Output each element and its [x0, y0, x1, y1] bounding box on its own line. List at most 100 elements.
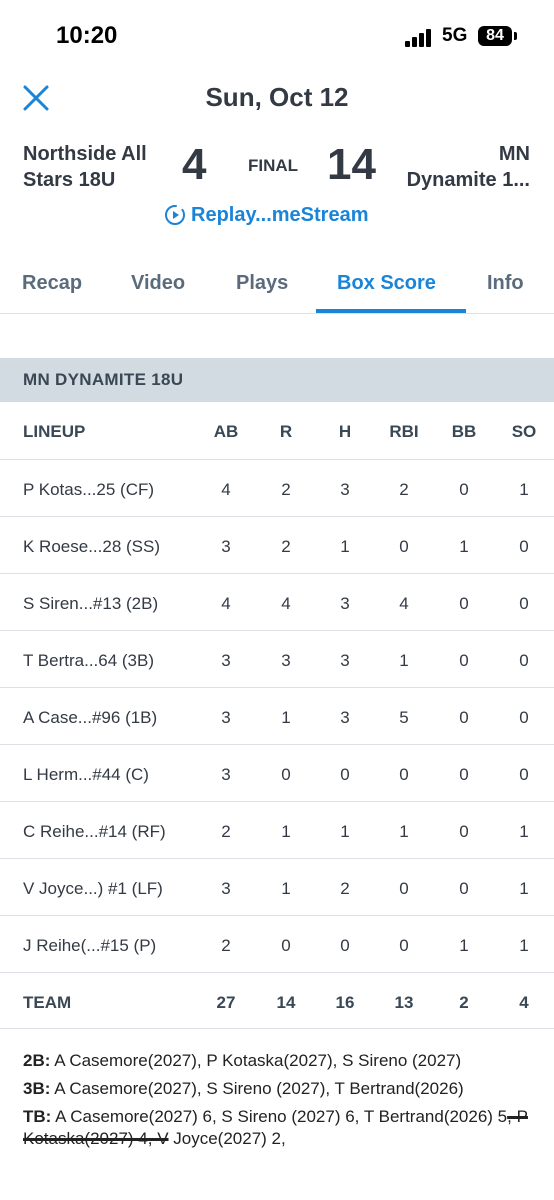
column-header-ab: AB — [206, 422, 246, 442]
stat-rbi: 0 — [384, 537, 424, 557]
box-score-table: LINEUP AB R H RBI BB SO P Kotas...25 (CF… — [0, 402, 554, 1029]
replay-icon — [164, 204, 186, 226]
column-header-so: SO — [504, 422, 544, 442]
table-row[interactable]: K Roese...28 (SS) 3 2 1 0 1 0 — [0, 517, 554, 574]
active-tab-indicator — [316, 309, 466, 313]
table-row[interactable]: A Case...#96 (1B) 3 1 3 5 0 0 — [0, 688, 554, 745]
replay-link[interactable]: Replay...meStream — [164, 202, 369, 228]
network-type: 5G — [442, 25, 467, 47]
note-triples: 3B: A Casemore(2027), S Sireno (2027), T… — [23, 1078, 533, 1100]
stat-ab: 3 — [206, 765, 246, 785]
stat-h: 3 — [325, 651, 365, 671]
tab-plays[interactable]: Plays — [236, 272, 288, 295]
stat-h: 3 — [325, 480, 365, 500]
stat-bb: 1 — [444, 537, 484, 557]
table-row[interactable]: J Reihe(...#15 (P) 2 0 0 0 1 1 — [0, 916, 554, 973]
stat-ab: 3 — [206, 879, 246, 899]
column-header-rbi: RBI — [384, 422, 424, 442]
player-name: V Joyce...) #1 (LF) — [23, 879, 163, 899]
stat-h: 3 — [325, 594, 365, 614]
table-header-row: LINEUP AB R H RBI BB SO — [0, 402, 554, 460]
table-row[interactable]: S Siren...#13 (2B) 4 4 3 4 0 0 — [0, 574, 554, 631]
column-header-r: R — [266, 422, 306, 442]
battery-tip — [514, 32, 517, 40]
player-name: L Herm...#44 (C) — [23, 765, 149, 785]
note-tb-label: TB: — [23, 1107, 51, 1126]
stat-bb: 0 — [444, 765, 484, 785]
player-name: T Bertra...64 (3B) — [23, 651, 154, 671]
player-name: J Reihe(...#15 (P) — [23, 936, 156, 956]
stat-rbi: 4 — [384, 594, 424, 614]
stat-ab: 3 — [206, 708, 246, 728]
total-bb: 2 — [444, 993, 484, 1013]
tab-video[interactable]: Video — [131, 272, 185, 295]
stat-so: 0 — [504, 708, 544, 728]
tab-recap[interactable]: Recap — [22, 272, 82, 295]
table-row[interactable]: T Bertra...64 (3B) 3 3 3 1 0 0 — [0, 631, 554, 688]
stat-so: 0 — [504, 765, 544, 785]
team-section-title: MN DYNAMITE 18U — [23, 370, 183, 390]
player-name: C Reihe...#14 (RF) — [23, 822, 166, 842]
note-triples-text: A Casemore(2027), S Sireno (2027), T Ber… — [54, 1079, 463, 1098]
total-so: 4 — [504, 993, 544, 1013]
stat-ab: 3 — [206, 651, 246, 671]
stat-bb: 0 — [444, 594, 484, 614]
total-ab: 27 — [206, 993, 246, 1013]
stat-so: 1 — [504, 879, 544, 899]
stat-so: 1 — [504, 822, 544, 842]
note-tb-text: A Casemore(2027) 6, S Sireno (2027) 6, T… — [55, 1107, 507, 1126]
team-totals-row: TEAM 27 14 16 13 2 4 — [0, 973, 554, 1029]
totals-label: TEAM — [23, 993, 71, 1013]
game-status: FINAL — [248, 156, 298, 176]
stat-h: 2 — [325, 879, 365, 899]
stat-bb: 0 — [444, 879, 484, 899]
stat-ab: 3 — [206, 537, 246, 557]
note-doubles: 2B: A Casemore(2027), P Kotaska(2027), S… — [23, 1050, 533, 1072]
note-total-bases: TB: A Casemore(2027) 6, S Sireno (2027) … — [23, 1106, 533, 1150]
stat-bb: 1 — [444, 936, 484, 956]
player-name: K Roese...28 (SS) — [23, 537, 160, 557]
stat-r: 0 — [266, 936, 306, 956]
tab-info[interactable]: Info — [487, 272, 524, 295]
stat-r: 2 — [266, 537, 306, 557]
stat-rbi: 0 — [384, 936, 424, 956]
stat-rbi: 2 — [384, 480, 424, 500]
table-row[interactable]: C Reihe...#14 (RF) 2 1 1 1 0 1 — [0, 802, 554, 859]
stat-ab: 4 — [206, 480, 246, 500]
stat-bb: 0 — [444, 708, 484, 728]
stat-rbi: 5 — [384, 708, 424, 728]
status-bar: 10:20 5G 84 — [0, 0, 554, 70]
stat-so: 0 — [504, 594, 544, 614]
stat-so: 0 — [504, 651, 544, 671]
stat-rbi: 1 — [384, 651, 424, 671]
player-name: S Siren...#13 (2B) — [23, 594, 158, 614]
game-notes: 2B: A Casemore(2027), P Kotaska(2027), S… — [23, 1050, 533, 1156]
column-header-bb: BB — [444, 422, 484, 442]
tab-bar: Recap Video Plays Box Score Info — [0, 262, 554, 314]
table-row[interactable]: L Herm...#44 (C) 3 0 0 0 0 0 — [0, 745, 554, 802]
player-name: A Case...#96 (1B) — [23, 708, 157, 728]
battery-icon: 84 — [478, 26, 512, 46]
note-doubles-text: A Casemore(2027), P Kotaska(2027), S Sir… — [54, 1051, 461, 1070]
total-r: 14 — [266, 993, 306, 1013]
tab-box-score[interactable]: Box Score — [337, 272, 436, 295]
home-team-name[interactable]: MN Dynamite 1... — [380, 141, 530, 193]
stat-so: 1 — [504, 480, 544, 500]
stat-ab: 2 — [206, 822, 246, 842]
stat-h: 1 — [325, 537, 365, 557]
away-team-name[interactable]: Northside All Stars 18U — [23, 141, 173, 193]
stat-h: 0 — [325, 936, 365, 956]
stat-r: 2 — [266, 480, 306, 500]
signal-icon — [405, 29, 435, 47]
total-rbi: 13 — [384, 993, 424, 1013]
note-triples-label: 3B: — [23, 1079, 50, 1098]
stat-so: 0 — [504, 537, 544, 557]
table-row[interactable]: P Kotas...25 (CF) 4 2 3 2 0 1 — [0, 460, 554, 517]
stat-rbi: 1 — [384, 822, 424, 842]
table-row[interactable]: V Joyce...) #1 (LF) 3 1 2 0 0 1 — [0, 859, 554, 916]
player-name: P Kotas...25 (CF) — [23, 480, 154, 500]
stat-bb: 0 — [444, 651, 484, 671]
page-title: Sun, Oct 12 — [0, 82, 554, 113]
column-header-h: H — [325, 422, 365, 442]
stat-r: 3 — [266, 651, 306, 671]
